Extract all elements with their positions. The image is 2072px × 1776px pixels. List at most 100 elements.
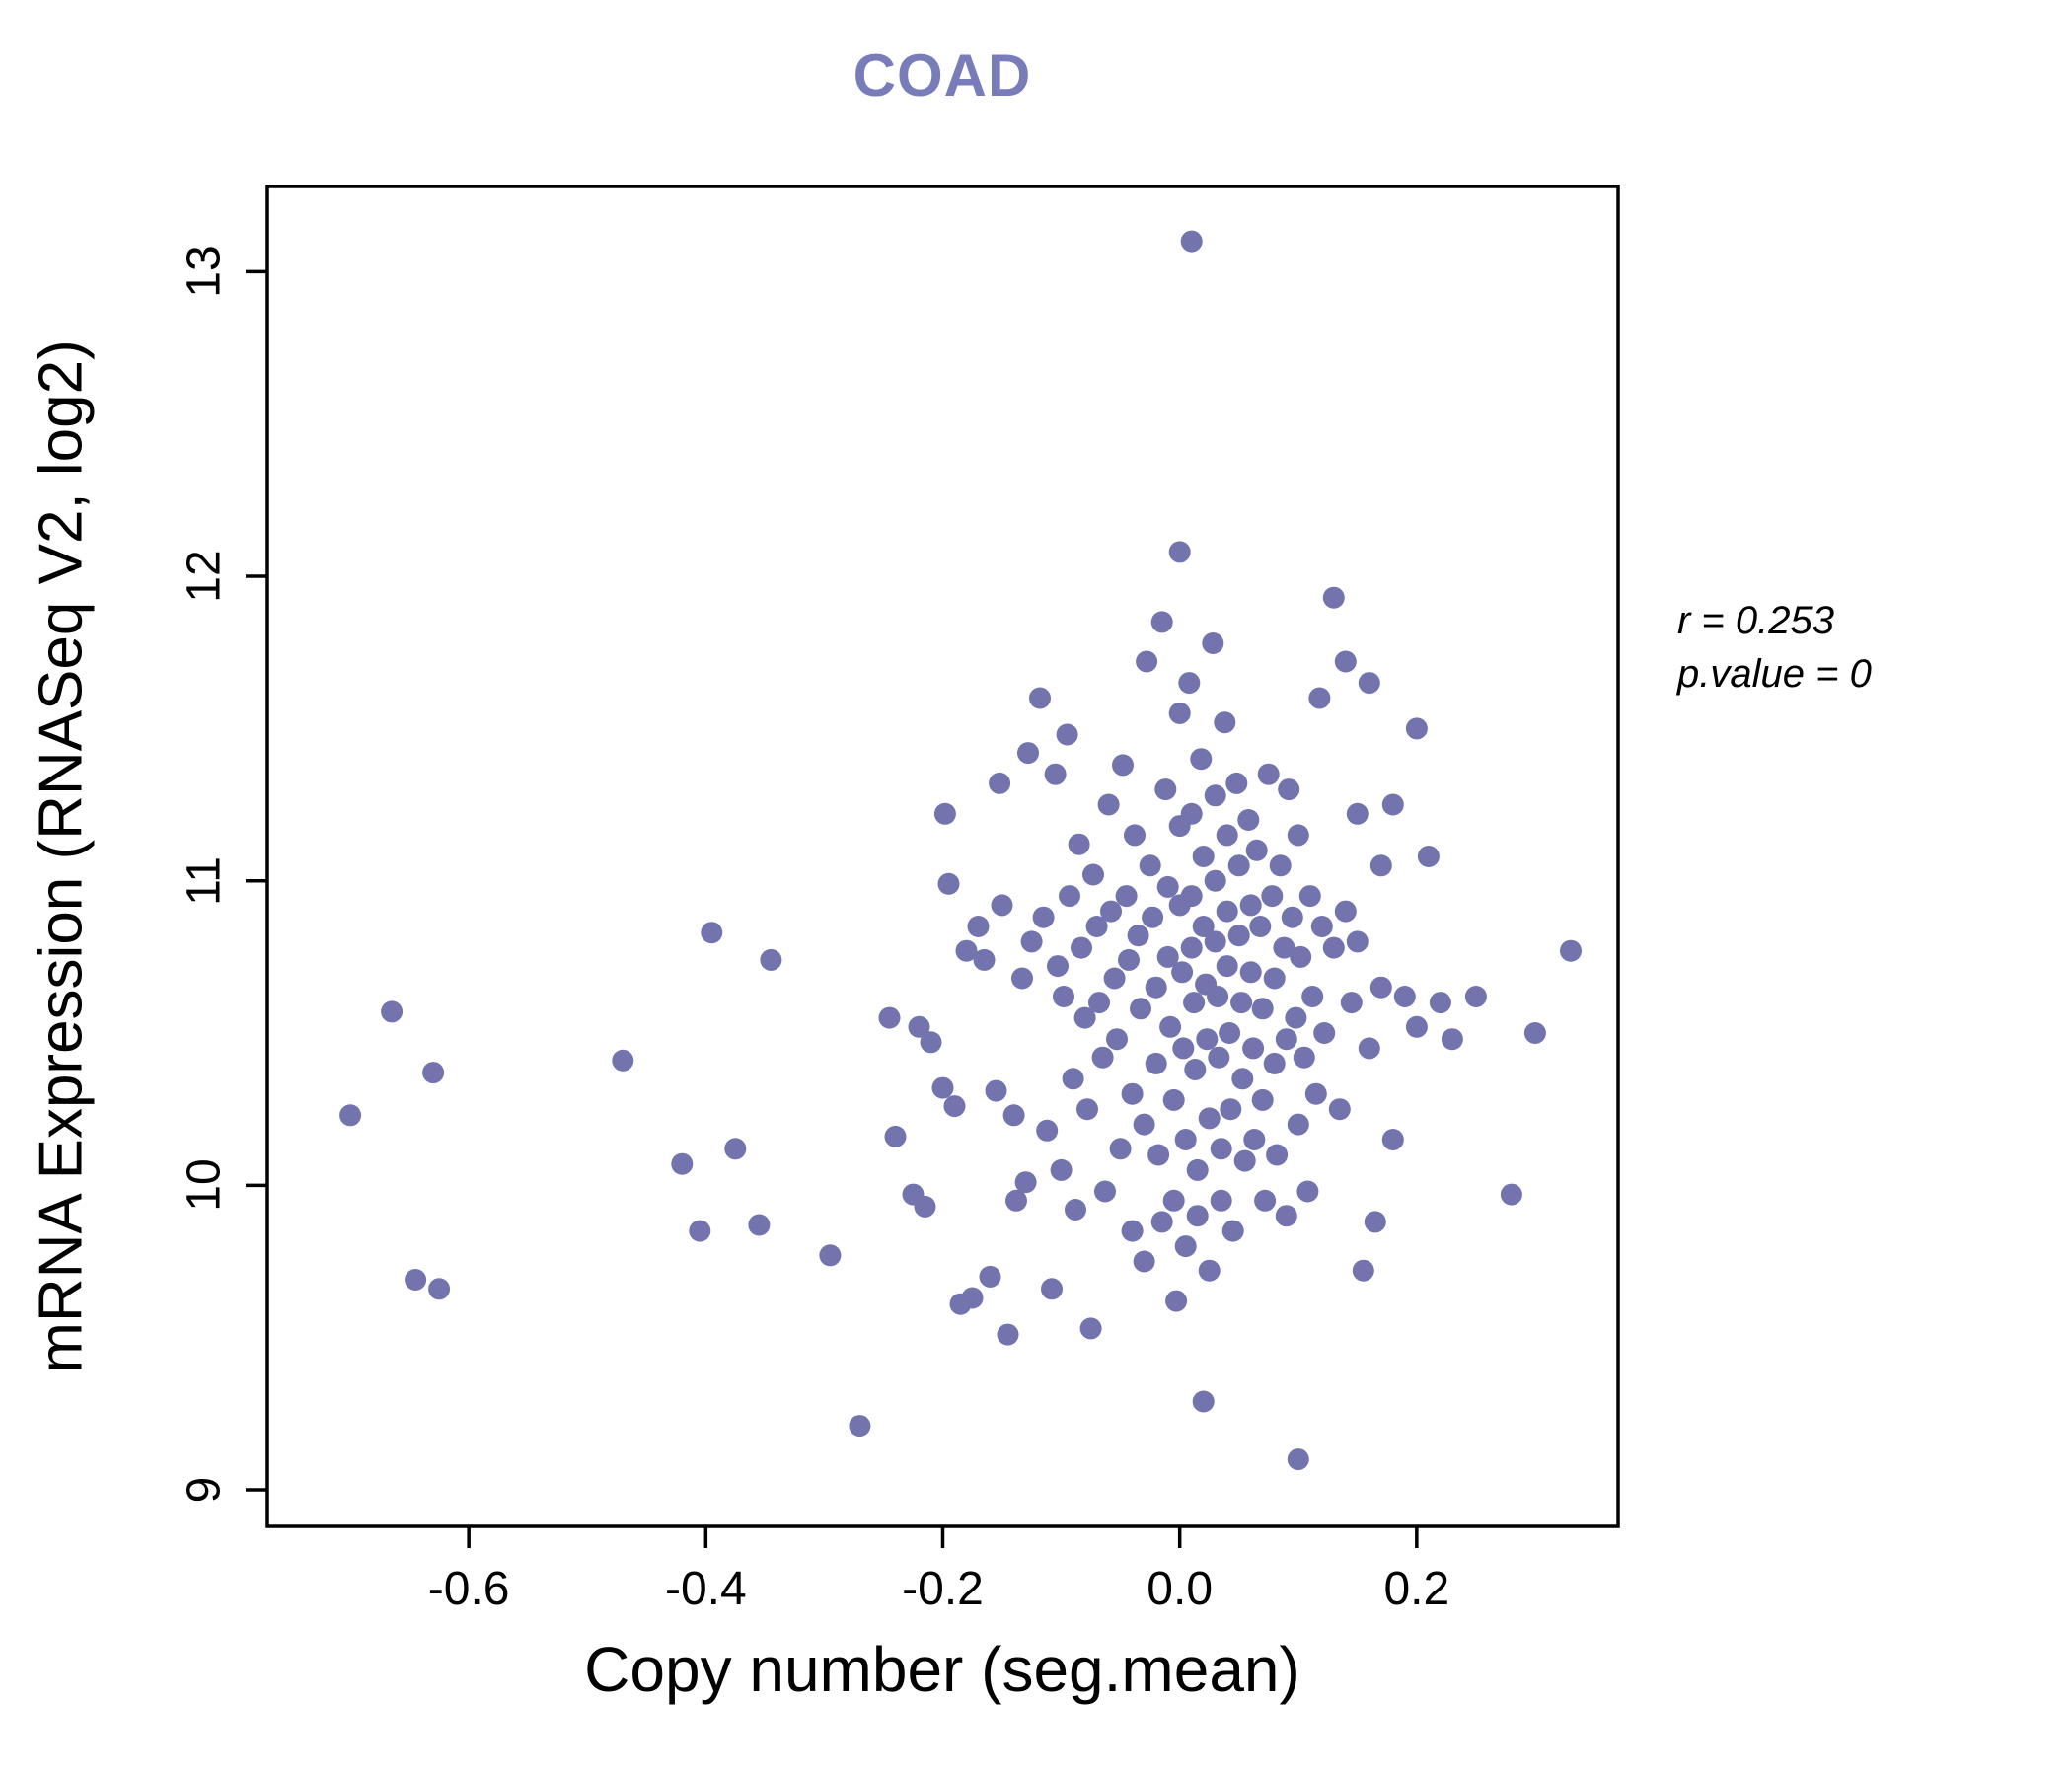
data-point [1121, 1220, 1144, 1242]
data-point [933, 802, 956, 825]
data-point [1308, 687, 1331, 709]
data-point [612, 1049, 634, 1072]
y-axis-title: mRNA Expression (RNASeq V2, log2) [27, 339, 96, 1373]
data-point [724, 1138, 747, 1160]
data-point [908, 1015, 930, 1038]
data-point [967, 916, 990, 937]
data-point [1136, 650, 1158, 673]
data-point [1225, 772, 1248, 794]
data-point [1100, 900, 1122, 923]
data-point [1227, 925, 1250, 947]
data-point [1208, 1046, 1230, 1069]
data-point [1180, 885, 1203, 908]
data-point [1251, 998, 1274, 1020]
data-point [1296, 1180, 1319, 1203]
data-point [1273, 936, 1295, 959]
data-point [991, 894, 1013, 917]
chart-title: COAD [852, 42, 1032, 109]
correlation-annotation: r = 0.253 p.value = 0 [1677, 594, 1872, 701]
data-point [1204, 869, 1226, 892]
data-point [1281, 906, 1303, 928]
data-point [1328, 1098, 1351, 1121]
data-point [1216, 955, 1238, 978]
data-point [1230, 992, 1253, 1014]
data-point [1393, 986, 1416, 1007]
data-point [1085, 916, 1108, 937]
data-point [1088, 992, 1110, 1014]
data-point [1150, 1211, 1173, 1233]
data-point [1017, 742, 1039, 765]
data-point [1287, 824, 1309, 847]
data-point [1118, 948, 1140, 971]
data-point [1159, 1015, 1182, 1038]
data-point [1257, 763, 1280, 785]
data-point [1130, 998, 1151, 1020]
data-point [428, 1278, 451, 1300]
data-point [819, 1244, 842, 1267]
data-point [1358, 672, 1380, 695]
data-point [1139, 854, 1161, 877]
data-point [1109, 1138, 1132, 1160]
data-point [381, 1000, 404, 1023]
data-point [1198, 1259, 1221, 1282]
data-point [1290, 945, 1312, 968]
data-point [405, 1269, 427, 1291]
data-point [1278, 778, 1300, 801]
data-point [973, 948, 996, 971]
data-point [1216, 900, 1238, 923]
data-point [849, 1415, 871, 1438]
plot-border [265, 185, 1620, 1528]
data-point [1285, 1006, 1307, 1029]
data-point [1073, 1006, 1096, 1029]
data-point [1275, 1205, 1297, 1227]
data-point [1346, 930, 1369, 953]
y-tick-label: 12 [178, 550, 231, 603]
data-point [1032, 906, 1055, 928]
data-point [1112, 754, 1134, 777]
data-point [689, 1220, 711, 1242]
data-point [1192, 916, 1215, 937]
data-point [1293, 1046, 1315, 1069]
data-point [1002, 1104, 1025, 1127]
data-point [1301, 986, 1324, 1007]
data-point [1254, 1189, 1277, 1212]
data-point [997, 1323, 1019, 1346]
data-point [1287, 1448, 1309, 1471]
data-point [1369, 854, 1392, 877]
data-point [1242, 1037, 1265, 1060]
data-point [1214, 711, 1236, 734]
data-point [989, 772, 1011, 794]
data-point [1079, 1317, 1102, 1340]
data-point [1178, 672, 1201, 695]
data-point [1220, 1098, 1242, 1121]
data-point [1172, 1037, 1195, 1060]
x-axis-title: Copy number (seg.mean) [584, 1634, 1300, 1705]
data-point [955, 939, 978, 962]
data-point [1210, 1189, 1232, 1212]
data-point [943, 1095, 966, 1118]
data-point [1147, 1144, 1170, 1166]
data-point [1381, 793, 1404, 816]
data-point [701, 922, 723, 944]
data-point [1174, 1129, 1197, 1150]
data-point [1186, 1158, 1209, 1181]
data-point [1044, 763, 1067, 785]
data-point [1168, 541, 1191, 563]
data-point [931, 1076, 954, 1099]
data-point [1162, 1189, 1185, 1212]
data-point [1464, 986, 1487, 1007]
data-point [1221, 1220, 1244, 1242]
data-point [920, 1031, 942, 1054]
data-point [1204, 930, 1226, 953]
data-point [1358, 1037, 1380, 1060]
data-point [1091, 1046, 1114, 1069]
data-point [1346, 802, 1369, 825]
data-point [1124, 824, 1146, 847]
data-point [1417, 846, 1440, 867]
y-tick-label: 9 [178, 1476, 231, 1504]
data-point [1184, 1059, 1207, 1080]
data-point [1263, 967, 1286, 990]
p-value-text: p.value = 0 [1677, 652, 1872, 696]
data-point [985, 1079, 1007, 1102]
x-tick-label: 0.0 [1147, 1563, 1214, 1615]
